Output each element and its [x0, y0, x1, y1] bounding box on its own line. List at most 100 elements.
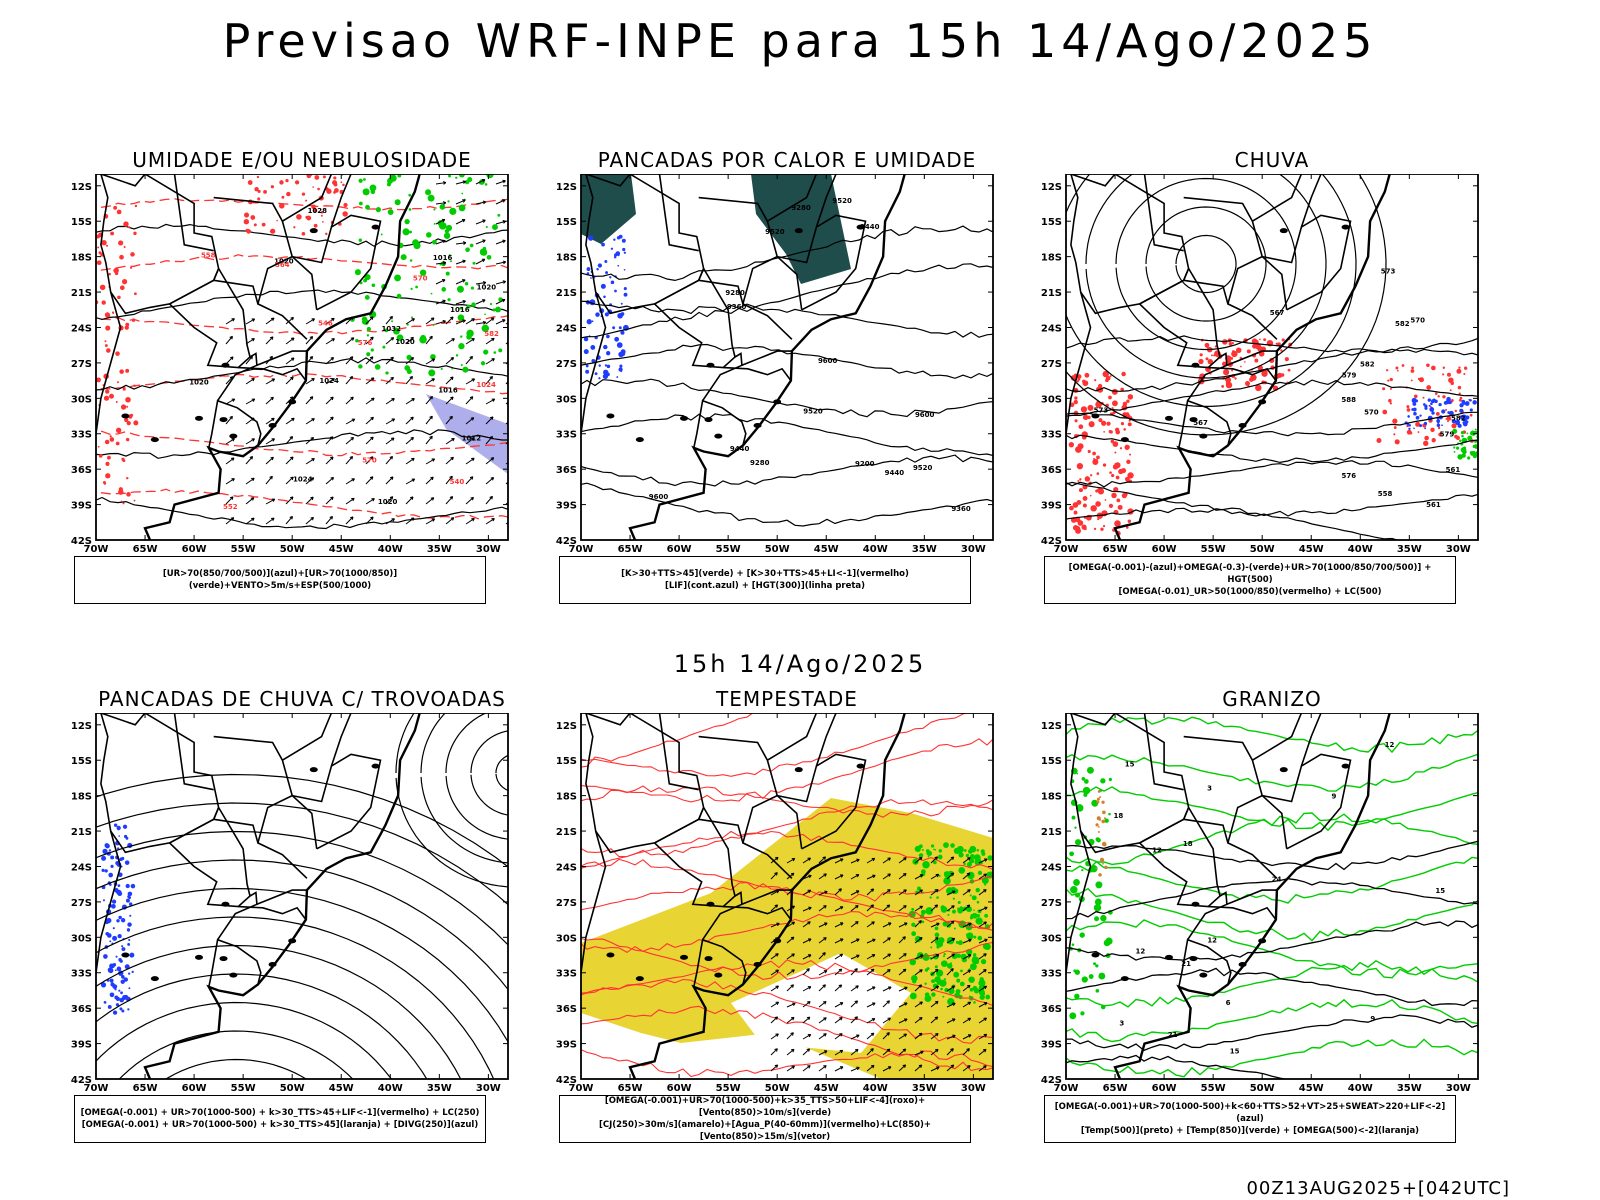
precip-blob: [1091, 799, 1099, 807]
wind-vector-head: [311, 377, 315, 382]
precip-blob: [1474, 428, 1477, 431]
wind-vector: [495, 261, 506, 265]
wind-vector-head: [330, 396, 334, 401]
wind-vector: [834, 1033, 843, 1040]
contour-line: [96, 430, 508, 457]
wind-vector: [962, 922, 972, 928]
contour-label: 1020: [477, 284, 497, 292]
wind-vector-head: [870, 1064, 875, 1069]
wind-vector-head: [839, 1049, 844, 1054]
precip-blob: [1415, 415, 1420, 420]
panel-title: UMIDADE E/OU NEBULOSIDADE: [132, 148, 472, 172]
precip-blob: [1073, 510, 1078, 515]
precip-blob: [939, 979, 947, 987]
west-coastline: [52, 174, 94, 540]
precip-blob: [1430, 427, 1435, 433]
wind-vector-head: [952, 1002, 956, 1006]
lake-blob: [753, 961, 762, 967]
wind-vector-head: [490, 457, 495, 461]
precip-blob: [1389, 387, 1392, 390]
precip-blob: [942, 995, 945, 998]
wind-vector: [930, 954, 940, 960]
precip-blob: [1080, 1011, 1085, 1016]
precip-blob: [1093, 962, 1097, 966]
wind-vector-head: [904, 922, 908, 926]
precip-blob: [938, 937, 945, 944]
wind-vector-head: [410, 517, 415, 521]
wind-vector-head: [966, 904, 971, 908]
contour-line: [581, 378, 993, 418]
precip-blob: [253, 223, 257, 227]
wind-vector-head: [481, 258, 486, 263]
precip-blob: [1069, 505, 1074, 511]
wind-vector-head: [329, 515, 334, 520]
wind-vector-head: [824, 922, 828, 926]
wind-vector-head: [774, 1016, 779, 1020]
wind-vector: [866, 1002, 876, 1008]
wind-vector: [850, 1048, 859, 1056]
wind-vector-head: [369, 456, 374, 460]
wind-vector: [818, 873, 827, 880]
wind-vector-head: [250, 497, 255, 501]
precip-blob: [1426, 363, 1430, 368]
streamline: [1175, 234, 1237, 294]
contour-label: 570: [1410, 317, 1425, 325]
wind-vector-head: [309, 396, 314, 400]
lon-tick-label: 30W: [961, 1083, 986, 1093]
wind-vector-head: [807, 1033, 812, 1038]
wind-vector: [802, 857, 811, 864]
precip-blob: [1096, 837, 1101, 843]
precip-blob: [1087, 449, 1091, 454]
lat-tick-label: 18S: [1041, 792, 1062, 803]
precip-blob: [588, 235, 594, 241]
precip-blob: [1435, 392, 1438, 395]
wind-vector-head: [934, 1048, 939, 1053]
wind-vector: [245, 456, 253, 465]
wind-vector: [405, 478, 415, 485]
precip-blob: [934, 848, 937, 851]
lake-blob: [195, 954, 203, 960]
precip-blob: [1081, 976, 1088, 983]
precip-blob: [115, 401, 118, 403]
lat-tick-label: 15S: [556, 217, 577, 228]
wind-vector-head: [951, 985, 955, 989]
contour-label: 567: [1193, 419, 1208, 427]
lon-tick-label: 30W: [1446, 544, 1471, 554]
lake-blob: [1120, 976, 1129, 982]
political-border: [100, 713, 220, 854]
contour-label: 588: [1341, 396, 1356, 404]
lake-blob: [229, 433, 238, 439]
precip-blob: [340, 181, 343, 184]
wind-vector-head: [410, 436, 414, 441]
precip-blob: [1424, 435, 1429, 441]
precip-blob: [980, 849, 985, 854]
wind-vector: [385, 496, 394, 505]
precip-blob: [1406, 408, 1411, 412]
wind-vector-head: [791, 858, 796, 862]
precip-blob: [1458, 366, 1461, 369]
precip-blob: [332, 180, 338, 186]
wind-vector-head: [935, 985, 940, 989]
precip-blob: [124, 325, 129, 330]
contour-line: [1066, 460, 1478, 488]
lat-tick-label: 30S: [71, 933, 92, 944]
precip-blob: [358, 238, 363, 242]
precip-blob: [326, 188, 332, 194]
precip-blob: [609, 276, 612, 279]
wind-vector-head: [870, 1048, 874, 1052]
wind-vector-head: [390, 437, 395, 441]
contour-line: [96, 496, 508, 530]
precip-blob: [276, 219, 278, 222]
lon-tick-label: 70W: [569, 544, 594, 554]
wind-vector-head: [872, 1002, 876, 1006]
precip-blob: [115, 427, 122, 433]
wind-vector: [850, 890, 860, 896]
contour-label: 9520: [803, 407, 823, 415]
wind-vector: [485, 416, 494, 425]
precip-blob: [1450, 381, 1454, 385]
wind-vector-head: [935, 937, 939, 941]
political-border: [216, 352, 258, 402]
wind-vector-head: [311, 318, 315, 322]
